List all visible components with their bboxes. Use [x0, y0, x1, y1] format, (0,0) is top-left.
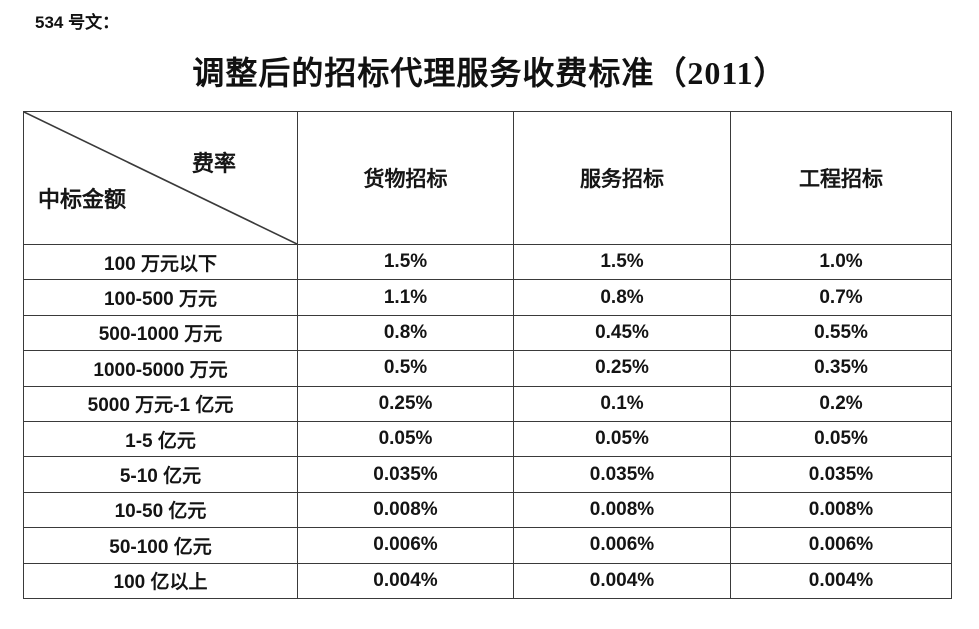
table-row: 50-100 亿元 0.006% 0.006% 0.006% — [23, 527, 952, 564]
row-label: 50-100 亿元 — [23, 527, 298, 564]
fee-cell: 0.2% — [730, 385, 952, 422]
fee-cell: 0.25% — [513, 350, 731, 387]
fee-cell: 1.1% — [297, 279, 514, 316]
fee-cell: 0.8% — [297, 314, 514, 352]
table-row: 10-50 亿元 0.008% 0.008% 0.008% — [23, 491, 952, 529]
fee-cell: 0.45% — [513, 314, 731, 352]
row-label: 1-5 亿元 — [23, 420, 298, 458]
fee-cell: 0.1% — [513, 385, 731, 422]
row-label: 1000-5000 万元 — [23, 350, 298, 387]
table-row: 100-500 万元 1.1% 0.8% 0.7% — [23, 279, 952, 316]
table-row: 1000-5000 万元 0.5% 0.25% 0.35% — [23, 350, 952, 387]
column-header-engineering: 工程招标 — [730, 111, 952, 245]
column-header-services: 服务招标 — [513, 111, 731, 245]
corner-cell: 费率 中标金额 — [23, 111, 298, 245]
fee-cell: 0.035% — [513, 456, 731, 493]
fee-cell: 0.035% — [297, 456, 514, 493]
header-row: 费率 中标金额 货物招标 服务招标 工程招标 — [23, 111, 952, 245]
fee-cell: 0.035% — [730, 456, 952, 493]
fee-cell: 0.008% — [513, 491, 731, 529]
doc-title: 调整后的招标代理服务收费标准（2011） — [192, 55, 787, 91]
row-label: 10-50 亿元 — [23, 491, 298, 529]
table-row: 100 万元以下 1.5% 1.5% 1.0% — [23, 243, 952, 281]
fee-table-body: 100 万元以下 1.5% 1.5% 1.0% 100-500 万元 1.1% … — [23, 243, 952, 599]
fee-cell: 0.006% — [513, 527, 731, 564]
fee-cell: 0.35% — [730, 350, 952, 387]
fee-cell: 0.25% — [297, 385, 514, 422]
fee-cell: 0.004% — [297, 562, 514, 599]
fee-cell: 0.008% — [730, 491, 952, 529]
diagonal-divider-line — [24, 112, 297, 244]
row-label: 100-500 万元 — [23, 279, 298, 316]
row-label: 500-1000 万元 — [23, 314, 298, 352]
row-label: 100 亿以上 — [23, 562, 298, 599]
fee-cell: 0.7% — [730, 279, 952, 316]
table-row: 5-10 亿元 0.035% 0.035% 0.035% — [23, 456, 952, 493]
fee-cell: 1.5% — [513, 243, 731, 281]
row-label: 100 万元以下 — [23, 243, 298, 281]
row-label: 5-10 亿元 — [23, 456, 298, 493]
column-header-goods: 货物招标 — [297, 111, 514, 245]
fee-cell: 1.5% — [297, 243, 514, 281]
row-label: 5000 万元-1 亿元 — [23, 385, 298, 422]
fee-cell: 0.004% — [730, 562, 952, 599]
table-row: 500-1000 万元 0.8% 0.45% 0.55% — [23, 314, 952, 352]
fee-cell: 0.006% — [297, 527, 514, 564]
fee-rate-table: 费率 中标金额 货物招标 服务招标 工程招标 100 万元以下 1.5% 1.5… — [23, 111, 952, 599]
fee-cell: 0.05% — [730, 420, 952, 458]
fee-cell: 0.5% — [297, 350, 514, 387]
fee-cell: 0.004% — [513, 562, 731, 599]
fee-cell: 0.05% — [513, 420, 731, 458]
corner-label-rate: 费率 — [192, 151, 237, 176]
fee-cell: 0.05% — [297, 420, 514, 458]
fee-cell: 0.55% — [730, 314, 952, 352]
fee-cell: 0.006% — [730, 527, 952, 564]
table-row: 1-5 亿元 0.05% 0.05% 0.05% — [23, 420, 952, 458]
fee-cell: 1.0% — [730, 243, 952, 281]
corner-label-bid-amount: 中标金额 — [38, 187, 127, 212]
doc-ref-label: 534 号文： — [35, 13, 120, 32]
table-row: 5000 万元-1 亿元 0.25% 0.1% 0.2% — [23, 385, 952, 422]
fee-cell: 0.8% — [513, 279, 731, 316]
fee-cell: 0.008% — [297, 491, 514, 529]
table-row: 100 亿以上 0.004% 0.004% 0.004% — [23, 562, 952, 599]
